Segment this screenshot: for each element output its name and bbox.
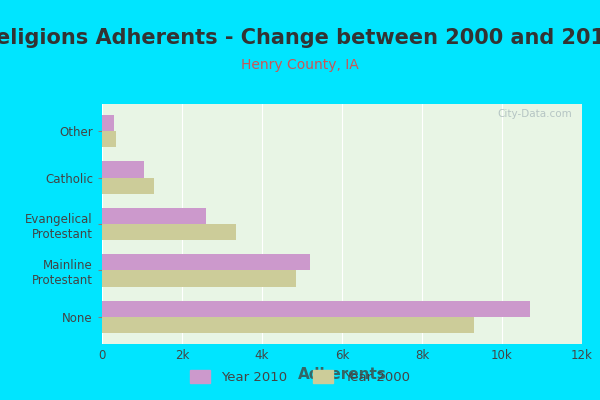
Bar <box>102 161 144 178</box>
Legend: Year 2010, Year 2000: Year 2010, Year 2000 <box>185 365 415 390</box>
Text: Religions Adherents - Change between 2000 and 2010: Religions Adherents - Change between 200… <box>0 28 600 48</box>
Text: Henry County, IA: Henry County, IA <box>241 58 359 72</box>
Bar <box>102 317 474 333</box>
Bar <box>102 178 154 194</box>
Bar <box>102 131 116 148</box>
Bar <box>102 254 310 270</box>
Bar <box>102 270 296 287</box>
X-axis label: Adherents: Adherents <box>298 368 386 382</box>
Bar <box>102 224 236 240</box>
Text: City-Data.com: City-Data.com <box>497 109 572 119</box>
Bar <box>102 115 114 131</box>
Bar <box>102 208 206 224</box>
Bar <box>102 300 530 317</box>
